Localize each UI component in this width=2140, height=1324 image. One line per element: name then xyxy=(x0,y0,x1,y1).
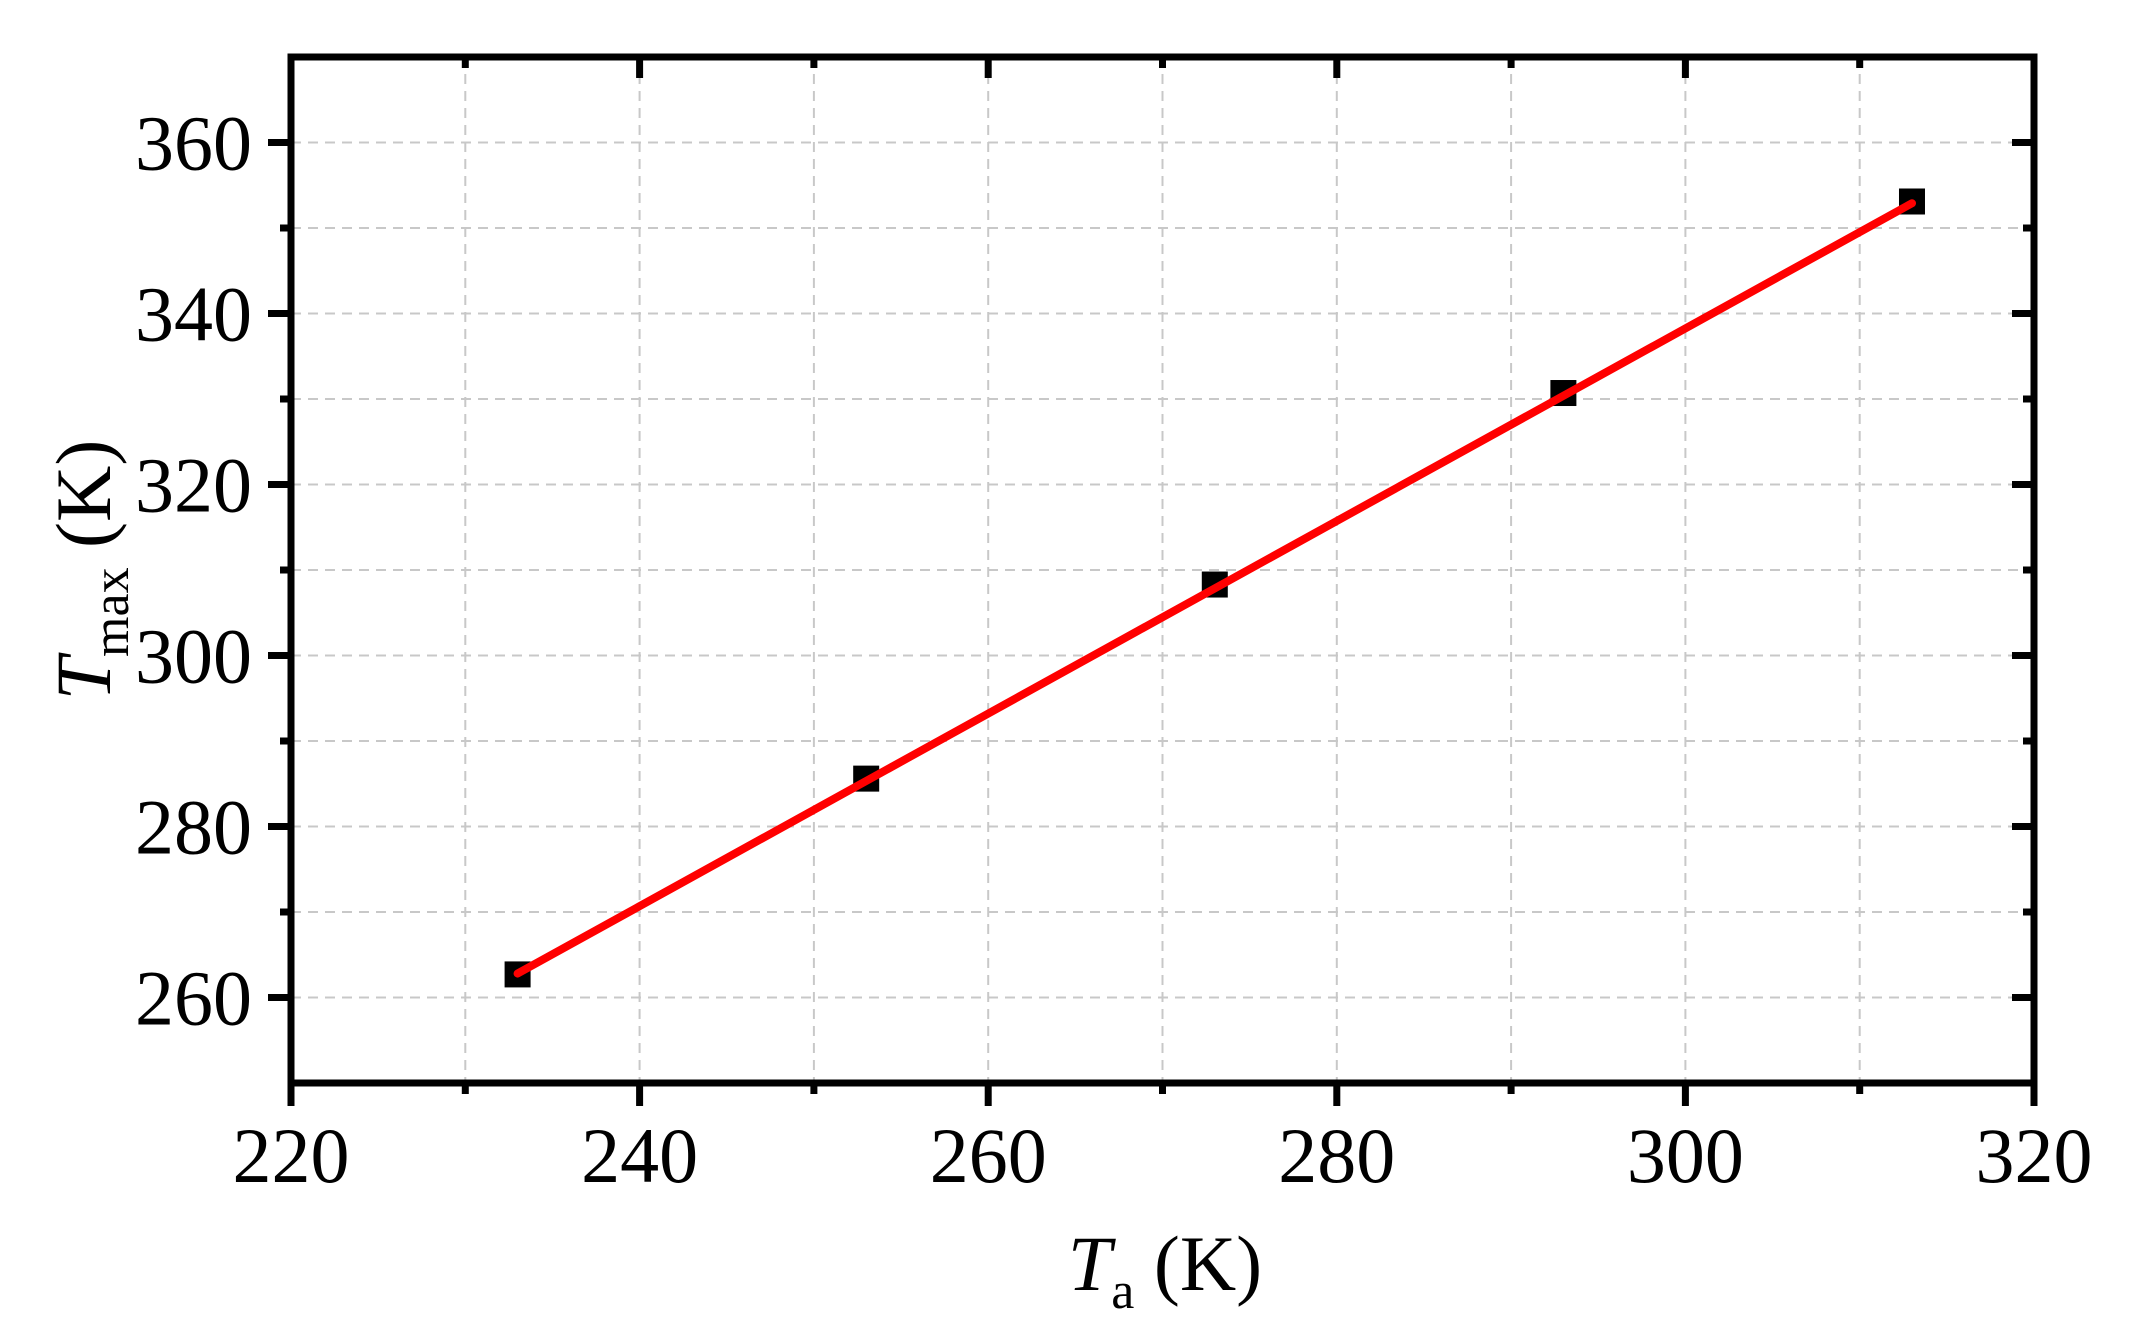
x-tick-label: 320 xyxy=(1976,1112,2093,1199)
y-tick-label: 340 xyxy=(135,271,252,358)
y-axis-title-subscript: max xyxy=(83,567,140,657)
plot-frame xyxy=(287,53,2038,1087)
y-axis-title-symbol: T xyxy=(40,652,127,700)
x-axis-title-unit: (K) xyxy=(1134,1220,1262,1307)
x-tick-label: 300 xyxy=(1627,1112,1744,1199)
y-tick-label: 320 xyxy=(135,442,252,529)
y-tick-labels: 260 280 300 320 340 360 xyxy=(135,100,252,1042)
x-tick-label: 280 xyxy=(1278,1112,1395,1199)
x-axis-title: Ta (K) xyxy=(1068,1220,1262,1320)
x-tick-label: 260 xyxy=(930,1112,1047,1199)
fit-line xyxy=(513,199,1916,978)
x-tick-label: 220 xyxy=(233,1112,350,1199)
x-axis-title-subscript: a xyxy=(1111,1263,1134,1320)
linear-fit-line xyxy=(513,199,1916,978)
y-tick-label: 280 xyxy=(135,784,252,871)
y-tick-label: 260 xyxy=(135,955,252,1042)
x-axis-title-symbol: T xyxy=(1068,1220,1116,1307)
y-tick-label: 360 xyxy=(135,100,252,187)
axis-ticks xyxy=(268,57,2038,1106)
x-tick-labels: 220 240 260 280 300 320 xyxy=(233,1112,2093,1199)
gridlines xyxy=(291,57,2034,1083)
y-axis-title: Tmax (K) xyxy=(40,440,140,701)
y-axis-title-unit: (K) xyxy=(40,440,127,568)
x-tick-label: 240 xyxy=(581,1112,698,1199)
y-tick-label: 300 xyxy=(135,613,252,700)
